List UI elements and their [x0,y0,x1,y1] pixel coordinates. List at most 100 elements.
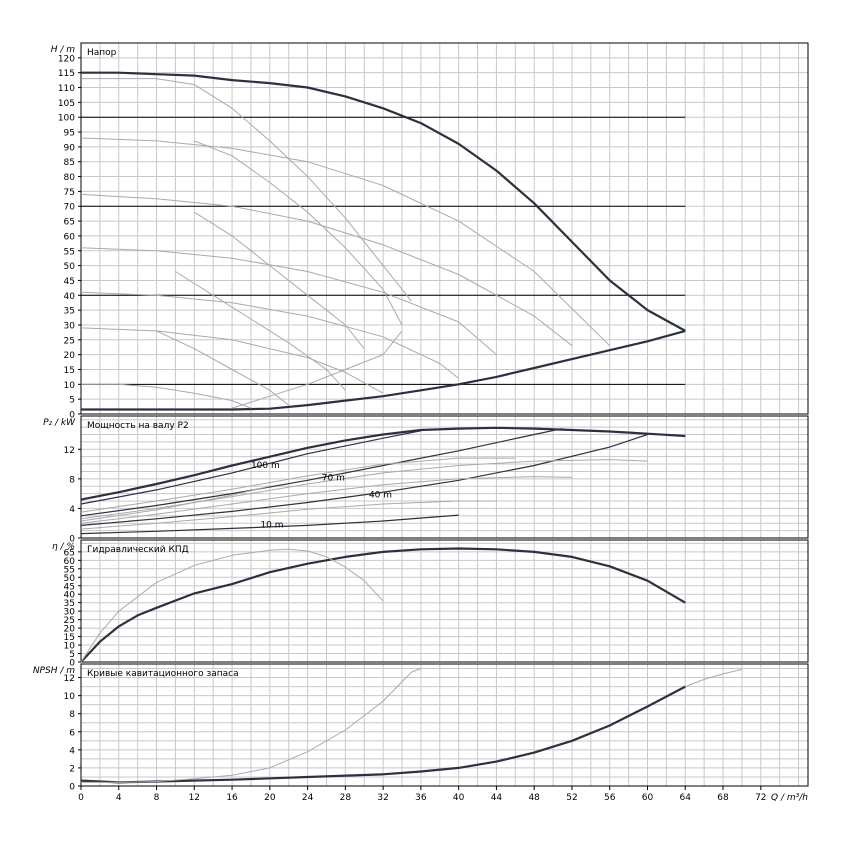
curve-thin [685,668,743,688]
y-tick-label: 20 [64,625,76,635]
panel-title: Гидравлический КПД [87,545,189,555]
curve-thin [80,291,460,379]
panel-title: Напор [87,48,117,58]
y-tick-label: 65 [64,218,75,228]
y-tick-label: 10 [64,642,76,652]
curve-thick [80,428,563,517]
x-axis-label: Q / m³/h [771,793,808,803]
x-tick-label: 56 [604,793,616,803]
y-tick-label: 80 [64,173,76,183]
y-tick-label: 12 [64,674,75,684]
y-tick-label: 60 [64,232,76,242]
y-tick-label: 8 [69,710,75,720]
curve-thin [80,500,497,530]
curve-thin [80,193,573,347]
curve-thin [194,140,403,326]
y-tick-label: 35 [64,307,75,317]
x-tick-label: 60 [642,793,654,803]
y-tick-label: 20 [64,351,76,361]
panel-frame [80,415,809,539]
curve-thin [80,548,384,663]
curve-thin [194,211,365,350]
x-tick-label: 32 [377,793,388,803]
y-tick-label: 115 [58,69,75,79]
curve-max [80,547,686,663]
y-tick-label: 30 [64,321,76,331]
y-tick-label: 25 [64,616,75,626]
curve-thin [231,330,403,409]
panel-title: Кривые кавитационного запаса [87,669,239,679]
curve-annotation: 100 m [251,461,280,471]
y-tick-label: 85 [64,158,75,168]
x-tick-label: 64 [680,793,692,803]
panel-title: Мощность на валу P2 [87,421,189,431]
curve-thick [80,433,648,526]
y-tick-label: 110 [58,84,75,94]
y-tick-label: 0 [69,659,75,669]
y-tick-label: 55 [64,565,75,575]
y-tick-label: 25 [64,336,75,346]
y-tick-label: 75 [64,188,75,198]
panel-frame [80,539,809,663]
x-tick-label: 72 [755,793,766,803]
y-tick-label: 0 [69,411,75,421]
x-tick-label: 16 [226,793,238,803]
x-tick-label: 52 [566,793,577,803]
curve-thin [80,137,611,347]
curve-thick [80,430,422,505]
y-tick-label: 15 [64,633,75,643]
y-tick-label: 50 [64,262,76,272]
y-axis-label: H / m [51,45,76,55]
y-tick-label: 55 [64,247,75,257]
y-tick-label: 4 [69,505,75,515]
curve-thin [80,476,573,524]
x-tick-label: 28 [340,793,352,803]
y-tick-label: 0 [69,783,75,793]
curve-thin [80,327,384,394]
curve-thin [81,78,412,302]
curve-min [81,329,686,411]
y-tick-label: 5 [69,396,75,406]
curve-annotation: 70 m [322,473,345,483]
panel-frame [80,42,809,415]
y-tick-label: 10 [64,692,76,702]
curve-thin [80,457,516,513]
x-tick-label: 24 [302,793,314,803]
curve-annotation: 10 m [260,521,283,531]
curve-max [80,685,686,784]
x-tick-label: 8 [154,793,160,803]
panel-frame [80,663,809,787]
y-tick-label: 0 [69,535,75,545]
y-tick-label: 6 [69,728,75,738]
x-tick-label: 12 [189,793,200,803]
curve-thin [80,247,497,355]
y-tick-label: 12 [64,446,75,456]
y-tick-label: 90 [64,143,76,153]
y-tick-label: 15 [64,366,75,376]
curve-thin [81,383,252,409]
x-tick-label: 4 [116,793,122,803]
y-tick-label: 40 [64,292,76,302]
x-tick-label: 48 [528,793,540,803]
y-tick-label: 45 [64,277,75,287]
y-axis-label: NPSH / m [33,666,75,676]
y-tick-label: 4 [69,746,75,756]
curve-thin [156,330,290,406]
x-tick-label: 44 [491,793,503,803]
curve-thin [80,485,270,522]
y-axis-label: P₂ / kW [43,418,76,428]
y-tick-label: 10 [64,381,76,391]
curve-thin [175,271,346,391]
y-tick-label: 45 [64,582,75,592]
x-tick-label: 0 [78,793,84,803]
curve-thin [81,668,422,783]
curve-max [81,71,686,332]
y-tick-label: 50 [64,574,76,584]
curve-annotation: 40 m [369,490,392,500]
y-tick-label: 30 [64,608,76,618]
y-axis-label: η / % [52,542,75,552]
x-tick-label: 40 [453,793,465,803]
x-tick-label: 36 [415,793,427,803]
curve-thick [80,514,459,535]
